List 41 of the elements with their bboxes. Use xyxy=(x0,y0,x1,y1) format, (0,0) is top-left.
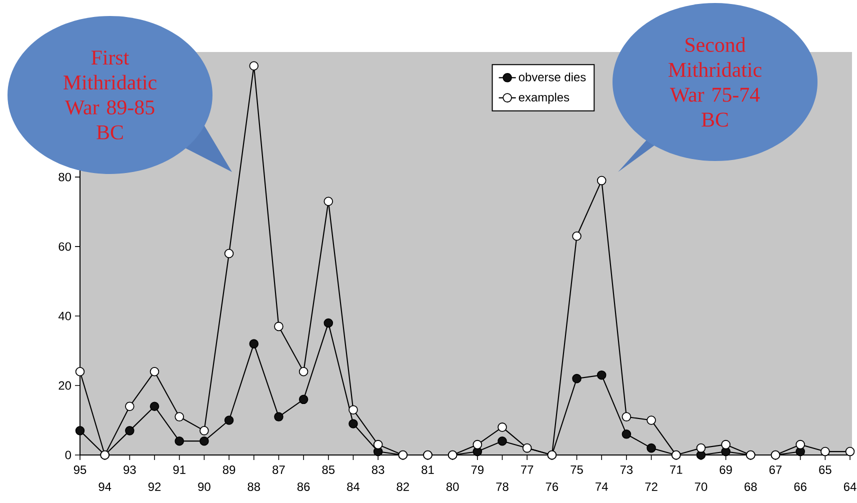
x-tick-label: 93 xyxy=(124,466,136,474)
x-tick-label: 76 xyxy=(546,482,558,491)
y-tick-label: 20 xyxy=(58,381,72,390)
x-tick-label: 74 xyxy=(596,482,608,491)
y-tick-label: 60 xyxy=(58,242,72,251)
x-tick-label: 68 xyxy=(744,482,757,491)
x-tick-label: 86 xyxy=(297,482,310,491)
legend-label: obverse dies xyxy=(518,72,586,82)
x-tick-label: 87 xyxy=(272,466,285,474)
x-tick-label: 90 xyxy=(198,482,210,491)
x-tick-label: 75 xyxy=(570,466,583,474)
x-tick-label: 79 xyxy=(471,466,484,474)
x-tick-label: 73 xyxy=(620,466,633,474)
x-tick-label: 81 xyxy=(422,466,434,474)
x-tick-label: 84 xyxy=(347,482,360,491)
y-tick-label: 40 xyxy=(58,312,72,320)
x-tick-label: 80 xyxy=(446,482,459,491)
x-tick-label: 82 xyxy=(396,482,409,491)
x-tick-label: 70 xyxy=(694,482,708,491)
x-tick-label: 91 xyxy=(173,466,186,474)
x-tick-label: 94 xyxy=(98,482,112,491)
x-tick-label: 77 xyxy=(521,466,534,474)
x-tick-label: 89 xyxy=(222,466,236,474)
annotation: Second Mithridatic War 75-74 BC xyxy=(668,37,762,127)
x-tick-label: 66 xyxy=(794,482,806,491)
x-tick-label: 64 xyxy=(844,482,856,491)
x-tick-label: 71 xyxy=(670,466,682,474)
x-tick-label: 88 xyxy=(248,482,260,491)
x-tick-label: 95 xyxy=(74,466,86,474)
x-tick-label: 65 xyxy=(819,466,832,474)
y-tick-label: 80 xyxy=(58,172,72,182)
annotation: First Mithridatic War 89-85 BC xyxy=(64,50,156,140)
x-tick-label: 69 xyxy=(720,466,732,474)
legend-label: examples xyxy=(518,92,570,104)
x-tick-label: 83 xyxy=(372,466,384,474)
x-tick-label: 92 xyxy=(148,482,161,491)
y-tick-label: 0 xyxy=(65,450,72,460)
x-tick-label: 78 xyxy=(496,482,508,491)
x-tick-label: 72 xyxy=(645,482,658,491)
x-tick-label: 85 xyxy=(322,466,335,474)
x-tick-label: 67 xyxy=(769,466,782,474)
